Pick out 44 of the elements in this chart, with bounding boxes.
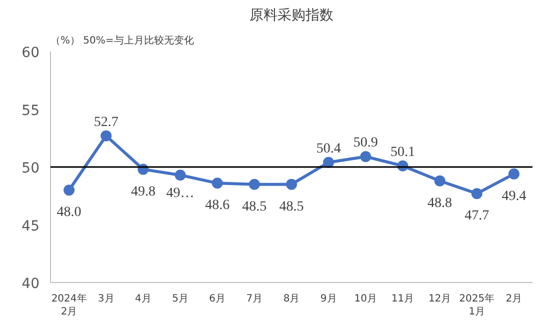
data-label: 49.8	[130, 184, 156, 200]
y-tick-label: 50	[22, 160, 40, 176]
x-tick-label: 7月	[246, 294, 263, 304]
x-tick-label: 9月	[320, 294, 337, 304]
data-label: 48.5	[279, 199, 304, 214]
data-label: 48.6	[205, 198, 230, 214]
data-label: 49…	[166, 186, 194, 202]
data-label: 48.8	[428, 196, 452, 211]
y-tick-label: 40	[22, 276, 40, 292]
chart-title: 原料采购指数	[250, 8, 334, 24]
data-label: 50.1	[390, 144, 415, 160]
data-label: 47.7	[464, 208, 490, 224]
data-label: 52.7	[94, 114, 118, 130]
data-label: 48.0	[56, 205, 82, 220]
point	[360, 151, 372, 162]
x-tick-label: 10月	[354, 294, 378, 304]
y-tick-label: 55	[22, 102, 40, 119]
x-tick-label: 11月	[391, 294, 414, 304]
x-tick-label: 4月	[135, 294, 152, 304]
point	[248, 178, 260, 190]
x-tick-label: 3月	[98, 294, 114, 304]
point	[100, 130, 112, 142]
x-tick-label: 2025年 1月	[459, 292, 495, 318]
y-tick-label: 45	[22, 218, 40, 234]
x-tick-label: 2月	[506, 294, 522, 304]
point	[286, 178, 297, 190]
x-tick-label: 5月	[172, 294, 188, 304]
x-tick-label: 2024年 2月	[51, 292, 87, 318]
x-tick-label: 6月	[209, 294, 226, 304]
point	[212, 178, 223, 189]
point	[323, 156, 334, 168]
point	[64, 184, 75, 196]
point	[174, 170, 186, 181]
point	[471, 188, 482, 200]
x-tick-label: 12月	[428, 294, 452, 304]
data-label: 48.5	[242, 199, 267, 214]
point	[508, 168, 520, 180]
data-label: 49.4	[502, 188, 526, 204]
text: （%） 50%=与上月比较无变化	[50, 34, 194, 46]
point	[434, 175, 446, 186]
y-tick-label: 60	[22, 45, 40, 61]
x-tick-label: 8月	[283, 294, 300, 304]
data-label: 50.9	[353, 136, 378, 151]
data-label: 50.4	[316, 141, 341, 156]
